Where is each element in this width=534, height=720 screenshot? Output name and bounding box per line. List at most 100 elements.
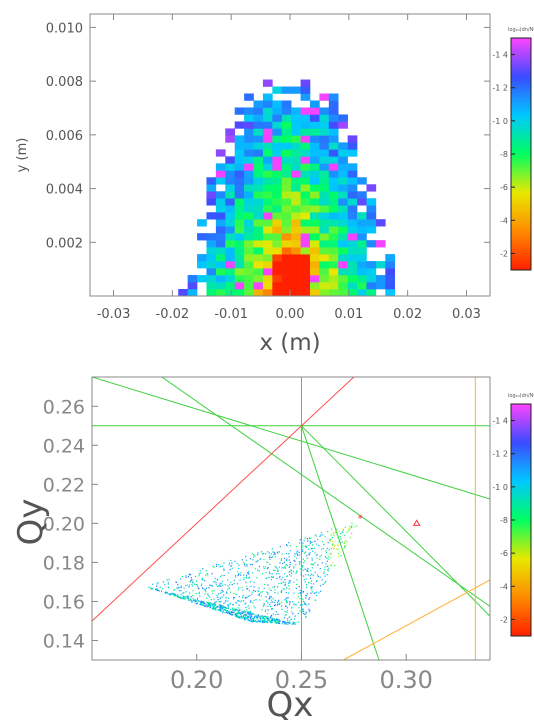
tune-point: [265, 572, 267, 574]
tune-point: [311, 586, 313, 588]
heatmap-cell: [338, 226, 348, 234]
tune-point: [228, 610, 230, 612]
tune-y-axis-label: Qy: [11, 499, 51, 546]
heatmap-cell: [253, 149, 264, 157]
tune-point: [252, 618, 254, 620]
heatmap-cell: [366, 275, 377, 283]
tune-point: [248, 571, 250, 573]
heatmap-cell: [234, 163, 245, 171]
tune-point: [231, 562, 233, 564]
heatmap-cell: [347, 275, 358, 283]
tune-point: [278, 573, 280, 575]
tune-point: [238, 596, 240, 598]
tune-point: [190, 600, 192, 602]
tune-point: [270, 606, 272, 608]
heatmap-cell: [328, 163, 339, 171]
tune-point: [217, 593, 220, 595]
tune-point: [156, 588, 158, 591]
tune-point: [200, 604, 202, 606]
tune-point: [268, 571, 270, 573]
tune-point: [180, 586, 182, 588]
tune-point: [310, 541, 312, 543]
tune-point: [188, 573, 191, 575]
tune-point: [241, 610, 243, 612]
tune-point: [212, 608, 214, 610]
tune-point: [307, 581, 310, 584]
tune-point: [243, 618, 245, 620]
tune-point: [240, 613, 242, 615]
tune-point: [309, 552, 311, 554]
tune-point: [326, 557, 328, 559]
tune-point: [322, 547, 324, 550]
tune-point: [166, 579, 168, 581]
heatmap-cell: [281, 128, 292, 136]
heatmap-cell: [310, 163, 320, 171]
tune-point: [192, 598, 194, 600]
tune-point: [195, 602, 197, 605]
tune-point: [219, 604, 222, 606]
tune-point: [285, 563, 287, 565]
tune-colorbar-tick-label: -8: [500, 516, 508, 525]
tune-point: [327, 531, 329, 533]
heatmap-cell: [225, 219, 235, 227]
tune-point: [310, 537, 312, 539]
heatmap-cell: [244, 205, 254, 213]
tune-point: [227, 611, 229, 613]
tune-point: [305, 551, 307, 553]
tune-point: [285, 605, 287, 607]
heatmap-cell: [310, 184, 320, 192]
tune-point: [208, 601, 210, 603]
tune-point: [277, 600, 279, 602]
tune-point: [249, 595, 251, 597]
tune-point: [277, 622, 279, 624]
tune-point: [305, 546, 308, 548]
tune-point: [264, 620, 266, 622]
tune-point: [324, 566, 326, 568]
tune-point: [179, 597, 181, 599]
tune-point: [229, 591, 232, 593]
heatmap-cell: [366, 184, 377, 192]
tune-point: [277, 570, 279, 573]
resonance-line: [300, 425, 380, 660]
tune-point: [263, 587, 265, 589]
tune-point: [219, 601, 221, 603]
heatmap-cell: [338, 268, 348, 276]
heatmap-cell: [347, 142, 358, 150]
tune-point: [278, 622, 281, 625]
heatmap-cell: [328, 107, 339, 115]
tune-point: [317, 538, 319, 541]
tune-point: [280, 578, 282, 580]
tune-point: [195, 600, 197, 602]
tune-point: [231, 607, 233, 609]
heatmap-cell: [300, 114, 311, 122]
tune-point: [271, 573, 273, 575]
tune-point: [209, 604, 211, 606]
tune-point: [222, 608, 224, 610]
tune-point: [220, 607, 222, 609]
tune-point: [346, 541, 348, 543]
tune-point: [210, 602, 212, 604]
heatmap-cell: [244, 149, 254, 157]
tune-point: [307, 570, 309, 572]
tune-point: [251, 621, 253, 623]
heatmap-cell: [319, 93, 330, 101]
tune-point: [190, 598, 192, 600]
tune-point: [216, 606, 218, 609]
tune-point: [297, 621, 299, 623]
tune-point: [243, 611, 245, 613]
tune-point: [166, 592, 168, 595]
tune-point: [259, 617, 261, 619]
tune-point: [258, 570, 260, 572]
tune-point: [282, 581, 284, 583]
tune-point: [345, 539, 347, 541]
tune-point: [177, 584, 179, 586]
tune-point: [249, 619, 251, 622]
tune-point: [250, 585, 252, 587]
tune-point: [317, 564, 319, 566]
tune-point: [231, 611, 234, 613]
tune-point: [235, 615, 237, 617]
tune-point: [220, 585, 222, 587]
heatmap-cell: [300, 268, 311, 276]
heatmap-cell: [300, 240, 311, 248]
tune-point: [272, 601, 274, 603]
